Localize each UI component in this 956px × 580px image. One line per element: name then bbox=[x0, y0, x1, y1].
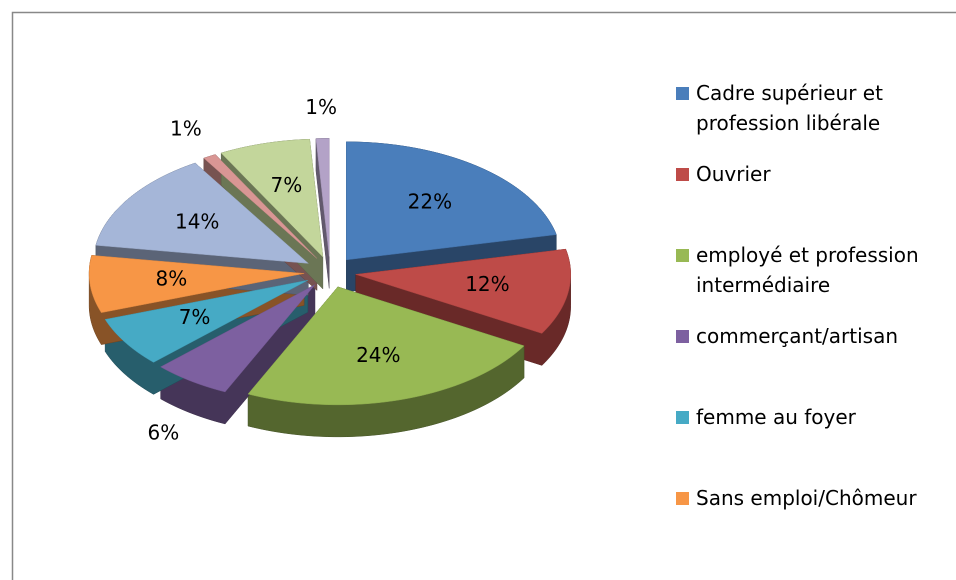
legend-label: Cadre supérieur et profession libérale bbox=[696, 81, 883, 135]
slice bbox=[203, 154, 318, 259]
slice bbox=[220, 138, 324, 258]
slice bbox=[104, 279, 309, 363]
data-label: 22% bbox=[408, 189, 452, 213]
legend-label: employé et profession intermédiaire bbox=[696, 243, 919, 297]
legend-entry: Cadre supérieur et profession libérale bbox=[676, 78, 946, 159]
labels: 22% 12% 24% 6% 7% 8% 14% 1% 7% 1% bbox=[148, 95, 510, 445]
data-label: 24% bbox=[356, 343, 400, 367]
legend-swatch bbox=[676, 87, 689, 100]
data-label: 14% bbox=[175, 209, 219, 233]
slice bbox=[88, 255, 305, 313]
legend-swatch bbox=[676, 330, 689, 343]
data-label: 12% bbox=[465, 272, 509, 296]
legend-label: Sans emploi/Chômeur bbox=[696, 486, 917, 510]
data-label: 1% bbox=[170, 116, 202, 140]
slice bbox=[315, 138, 330, 257]
legend-swatch bbox=[676, 168, 689, 181]
legend-entry: Ouvrier bbox=[676, 159, 946, 240]
data-label: 8% bbox=[156, 267, 188, 291]
data-label: 7% bbox=[179, 305, 211, 329]
slice bbox=[95, 162, 310, 264]
slice bbox=[160, 284, 316, 393]
legend-label: Ouvrier bbox=[696, 162, 771, 186]
data-label: 6% bbox=[148, 421, 180, 445]
legend-entry: employé et profession intermédiaire bbox=[676, 240, 946, 321]
legend-swatch bbox=[676, 411, 689, 424]
chart-border bbox=[11, 11, 956, 580]
legend-entry: commerçant/artisan bbox=[676, 321, 946, 402]
legend-entry: Sans emploi/Chômeur bbox=[676, 483, 946, 564]
legend-swatch bbox=[676, 492, 689, 505]
slice-tops bbox=[88, 138, 571, 406]
slice bbox=[355, 248, 571, 334]
slice bbox=[346, 141, 557, 261]
legend-label: commerçant/artisan bbox=[696, 324, 899, 348]
legend: Cadre supérieur et profession libérale Ou… bbox=[676, 78, 946, 564]
legend-swatch bbox=[676, 249, 689, 262]
data-label: 7% bbox=[271, 173, 303, 197]
slice bbox=[247, 286, 525, 406]
legend-entry: femme au foyer bbox=[676, 402, 946, 483]
legend-label: femme au foyer bbox=[696, 405, 856, 429]
data-label: 1% bbox=[305, 95, 337, 119]
